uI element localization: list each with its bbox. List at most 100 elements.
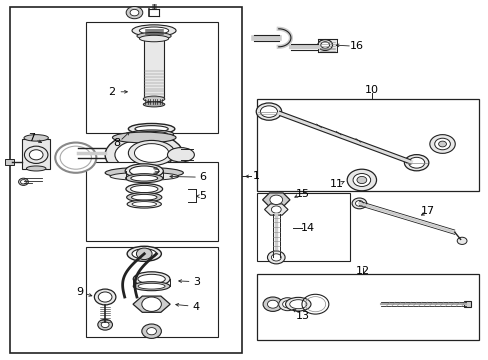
Text: 10: 10 <box>364 85 378 95</box>
Text: 5: 5 <box>199 191 206 201</box>
Ellipse shape <box>134 144 168 162</box>
Ellipse shape <box>112 132 176 143</box>
Ellipse shape <box>126 193 162 202</box>
Ellipse shape <box>139 35 168 42</box>
Ellipse shape <box>136 131 167 136</box>
Text: 8: 8 <box>113 138 120 148</box>
Polygon shape <box>264 204 287 215</box>
Ellipse shape <box>132 249 156 259</box>
Circle shape <box>271 254 281 261</box>
Text: 12: 12 <box>355 266 369 276</box>
Ellipse shape <box>133 282 170 291</box>
Ellipse shape <box>139 27 168 34</box>
Circle shape <box>146 328 156 335</box>
Ellipse shape <box>26 166 46 171</box>
Circle shape <box>142 297 161 311</box>
Circle shape <box>352 174 370 186</box>
Bar <box>10 7 242 353</box>
Circle shape <box>98 292 112 302</box>
Circle shape <box>94 289 116 305</box>
Circle shape <box>24 146 48 163</box>
Ellipse shape <box>105 167 183 178</box>
Text: 15: 15 <box>296 189 309 199</box>
Ellipse shape <box>256 103 281 120</box>
Ellipse shape <box>129 130 173 138</box>
Ellipse shape <box>167 148 194 162</box>
Ellipse shape <box>127 246 161 261</box>
Bar <box>256 274 478 340</box>
Circle shape <box>29 150 43 160</box>
Ellipse shape <box>135 126 168 132</box>
Bar <box>85 22 217 133</box>
Circle shape <box>55 143 96 173</box>
Ellipse shape <box>110 172 178 180</box>
Circle shape <box>130 9 139 16</box>
Text: 3: 3 <box>193 276 200 287</box>
Circle shape <box>351 198 366 209</box>
Circle shape <box>269 195 282 204</box>
Ellipse shape <box>133 272 170 286</box>
Ellipse shape <box>127 200 161 208</box>
Circle shape <box>267 300 278 308</box>
Text: 1: 1 <box>252 171 259 181</box>
Ellipse shape <box>125 184 162 194</box>
Bar <box>5 159 14 165</box>
Bar <box>256 193 349 261</box>
Ellipse shape <box>260 106 277 117</box>
Circle shape <box>142 324 161 338</box>
Text: 9: 9 <box>76 287 83 297</box>
Polygon shape <box>262 193 289 207</box>
Text: 2: 2 <box>108 87 115 97</box>
Ellipse shape <box>143 96 164 102</box>
Circle shape <box>355 201 363 206</box>
Text: 14: 14 <box>301 222 314 233</box>
Ellipse shape <box>125 174 163 183</box>
Ellipse shape <box>408 157 424 168</box>
Ellipse shape <box>115 139 173 170</box>
Circle shape <box>438 141 446 147</box>
Ellipse shape <box>138 274 165 284</box>
Circle shape <box>136 248 152 260</box>
Circle shape <box>346 169 376 191</box>
Bar <box>22 139 50 169</box>
Ellipse shape <box>404 155 428 171</box>
Ellipse shape <box>285 297 310 311</box>
Ellipse shape <box>137 32 171 40</box>
Text: 13: 13 <box>296 311 309 321</box>
Bar <box>85 247 217 337</box>
Ellipse shape <box>24 135 48 141</box>
Bar <box>317 39 337 52</box>
Ellipse shape <box>132 25 176 36</box>
Ellipse shape <box>130 185 158 193</box>
Circle shape <box>263 297 282 311</box>
Ellipse shape <box>317 40 332 50</box>
Ellipse shape <box>143 102 164 107</box>
Circle shape <box>267 251 285 264</box>
Ellipse shape <box>129 166 159 176</box>
Circle shape <box>434 138 449 150</box>
Circle shape <box>278 298 296 311</box>
Circle shape <box>271 206 281 213</box>
Ellipse shape <box>20 180 26 184</box>
Text: 4: 4 <box>192 302 199 312</box>
Text: 16: 16 <box>349 41 363 51</box>
Circle shape <box>126 6 142 19</box>
Ellipse shape <box>130 175 157 181</box>
Circle shape <box>456 237 466 244</box>
Circle shape <box>356 176 366 184</box>
Ellipse shape <box>128 123 175 134</box>
Text: 6: 6 <box>199 172 206 182</box>
Polygon shape <box>133 296 170 312</box>
Ellipse shape <box>125 164 163 178</box>
Circle shape <box>101 322 109 328</box>
Ellipse shape <box>19 178 28 185</box>
Text: 17: 17 <box>420 206 434 216</box>
Circle shape <box>98 319 112 330</box>
Ellipse shape <box>105 133 183 176</box>
Ellipse shape <box>320 42 329 48</box>
Bar <box>463 301 470 307</box>
Text: 7: 7 <box>28 132 35 143</box>
Ellipse shape <box>128 140 175 166</box>
Bar <box>85 162 217 241</box>
Bar <box>256 99 478 191</box>
